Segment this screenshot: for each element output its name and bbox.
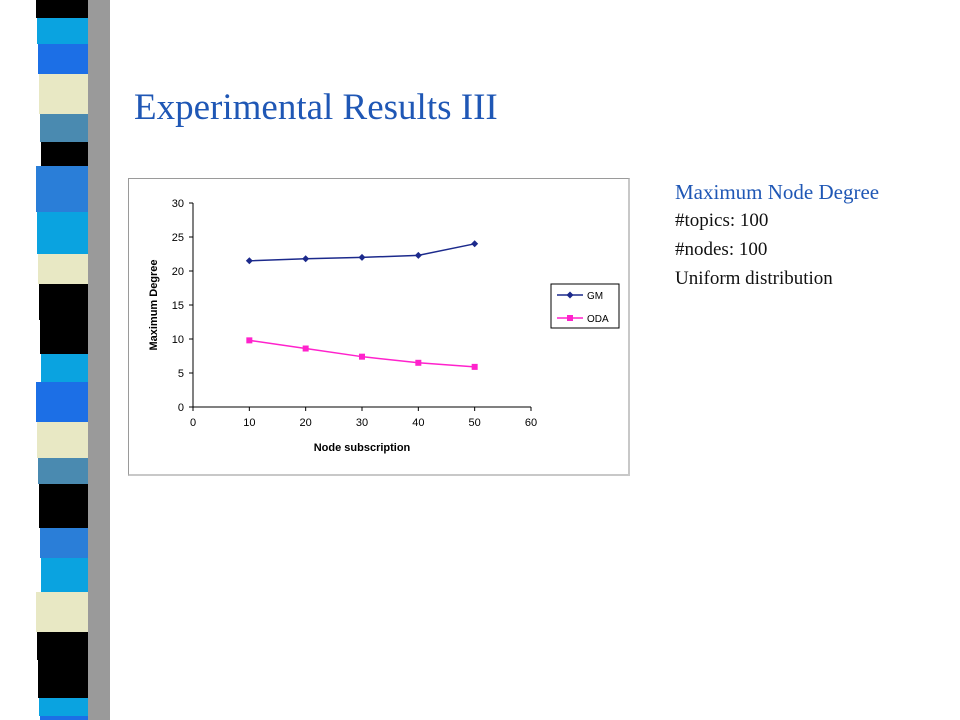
point-oda — [302, 345, 309, 352]
strip-block — [38, 254, 88, 284]
info-nodes: #nodes: 100 — [675, 239, 768, 260]
point-oda — [415, 359, 422, 366]
point-oda — [471, 363, 478, 370]
y-axis-title: Maximum Degree — [148, 259, 160, 350]
strip-block — [41, 354, 88, 382]
strip-block — [40, 528, 88, 558]
chart-frame: 0 5 10 15 20 25 30 0 10 20 30 40 50 60 Node subscripti… — [128, 178, 630, 476]
strip-block — [37, 212, 88, 254]
strip-block — [36, 166, 88, 212]
y-tick-label: 0 — [178, 402, 184, 414]
legend-marker-gm — [566, 291, 574, 299]
strip-block — [37, 632, 88, 660]
strip-block — [39, 484, 88, 528]
strip-block — [41, 558, 88, 592]
strip-block — [40, 716, 88, 720]
strip-block — [39, 284, 88, 320]
strip-block — [38, 660, 88, 698]
y-tick-label: 15 — [172, 300, 184, 312]
x-tick-label: 0 — [190, 417, 196, 429]
info-topics: #topics: 100 — [675, 210, 769, 231]
strip-shadow — [88, 0, 110, 720]
strip-block — [38, 458, 88, 484]
point-gm — [302, 255, 310, 263]
x-tick-label: 60 — [525, 417, 537, 429]
x-axis-title: Node subscription — [314, 442, 411, 454]
strip-block — [37, 18, 88, 44]
info-distribution: Uniform distribution — [675, 268, 833, 289]
x-tick-label: 10 — [243, 417, 255, 429]
strip-block — [38, 44, 88, 74]
x-tick-label: 30 — [356, 417, 368, 429]
x-tick-label: 40 — [412, 417, 424, 429]
point-oda — [359, 353, 365, 360]
decorative-side-strip — [36, 0, 110, 720]
legend-label-gm: GM — [587, 291, 603, 302]
point-gm — [414, 251, 422, 259]
y-tick-label: 30 — [172, 198, 184, 210]
series-line-oda — [249, 339, 475, 368]
point-gm — [358, 253, 366, 261]
strip-block — [36, 0, 88, 18]
legend-box — [550, 283, 620, 329]
y-tick-label: 5 — [178, 368, 184, 380]
info-panel: Maximum Node Degree #topics: 100 #nodes:… — [675, 178, 879, 293]
legend-label-oda: ODA — [587, 314, 609, 325]
y-tick-label: 20 — [172, 266, 184, 278]
strip-block — [40, 320, 88, 354]
strip-block — [40, 114, 88, 142]
point-gm — [471, 240, 479, 248]
strip-block — [37, 422, 88, 458]
x-tick-label: 20 — [300, 417, 312, 429]
line-chart: 0 5 10 15 20 25 30 0 10 20 30 40 50 60 Node subscripti… — [148, 198, 620, 454]
x-tick-label: 50 — [469, 417, 481, 429]
strip-block — [36, 382, 88, 422]
slide-title: Experimental Results III — [134, 87, 498, 128]
strip-block — [39, 698, 88, 716]
strip-block — [36, 592, 88, 632]
info-heading: Maximum Node Degree — [675, 180, 880, 204]
point-gm — [245, 257, 253, 265]
y-tick-label: 10 — [172, 334, 184, 346]
strip-block — [41, 142, 88, 166]
legend-marker-oda — [567, 315, 573, 321]
y-tick-label: 25 — [172, 232, 184, 244]
strip-block — [39, 74, 88, 114]
point-oda — [246, 337, 253, 344]
